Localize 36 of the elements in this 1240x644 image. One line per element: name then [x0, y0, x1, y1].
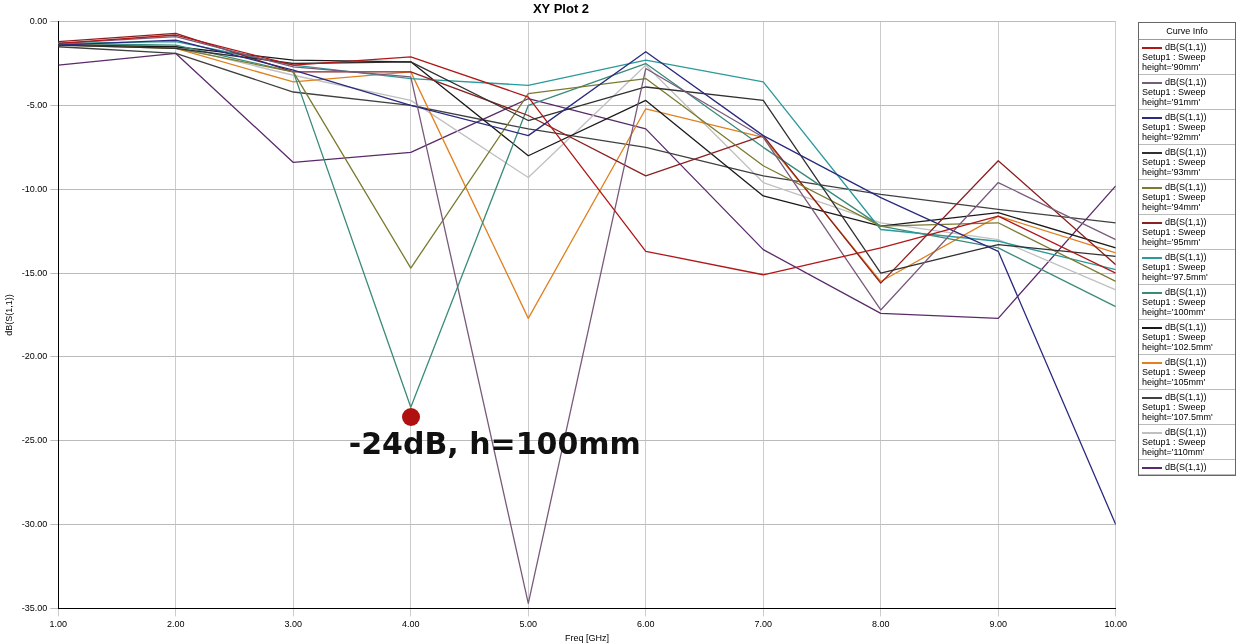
x-axis-title: Freq [GHz] — [565, 633, 610, 644]
y-tick-label: -10.00 — [21, 183, 48, 194]
y-tick-label: -15.00 — [21, 267, 48, 278]
y-tick-label: -20.00 — [21, 351, 48, 362]
legend-label: dB(S(1,1)) Setup1 : Sweep height='107.5mm' — [1139, 390, 1235, 425]
legend-label: dB(S(1,1)) Setup1 : Sweep height='97.5mm' — [1139, 250, 1235, 285]
legend-label: dB(S(1,1)) Setup1 : Sweep height='94mm' — [1139, 180, 1235, 215]
legend-label: dB(S(1,1)) Setup1 : Sweep height='92mm' — [1139, 110, 1235, 145]
annotation: -24dB, h=100mm — [348, 426, 641, 462]
y-tick-label: -35.00 — [21, 602, 48, 613]
legend-label: dB(S(1,1)) Setup1 : Sweep height='90mm' — [1139, 40, 1235, 75]
legend-label: dB(S(1,1)) Setup1 : Sweep height='110mm' — [1139, 425, 1235, 460]
x-tick-label: 9.00 — [989, 619, 1008, 630]
x-tick-label: 10.00 — [1104, 619, 1127, 630]
chart-title: XY Plot 2 — [532, 1, 590, 17]
legend-title: Curve Info — [1139, 23, 1235, 40]
y-tick-label: -5.00 — [26, 99, 48, 110]
legend-label: dB(S(1,1)) — [1139, 460, 1235, 475]
legend-label: dB(S(1,1)) Setup1 : Sweep height='95mm' — [1139, 215, 1235, 250]
x-tick-label: 7.00 — [754, 619, 773, 630]
legend-label: dB(S(1,1)) Setup1 : Sweep height='105mm' — [1139, 355, 1235, 390]
x-tick-label: 3.00 — [284, 619, 303, 630]
x-tick-label: 5.00 — [519, 619, 538, 630]
x-tick-label: 6.00 — [637, 619, 655, 630]
legend-label: dB(S(1,1)) Setup1 : Sweep height='93mm' — [1139, 145, 1235, 180]
x-tick-label: 2.00 — [167, 619, 185, 630]
x-tick-label: 1.00 — [49, 619, 68, 630]
x-tick-label: 8.00 — [871, 619, 890, 630]
legend-label: dB(S(1,1)) Setup1 : Sweep height='100mm' — [1139, 285, 1235, 320]
y-tick-label: -30.00 — [21, 519, 48, 530]
y-tick-label: -25.00 — [21, 435, 48, 446]
legend-label: dB(S(1,1)) Setup1 : Sweep height='102.5mm' — [1139, 320, 1235, 355]
legend-label: dB(S(1,1)) Setup1 : Sweep height='91mm' — [1139, 75, 1235, 110]
y-tick-label: 0.00 — [29, 16, 48, 27]
y-axis-title: dB(S(1,1)) — [3, 294, 14, 336]
x-tick-label: 4.00 — [402, 619, 420, 630]
